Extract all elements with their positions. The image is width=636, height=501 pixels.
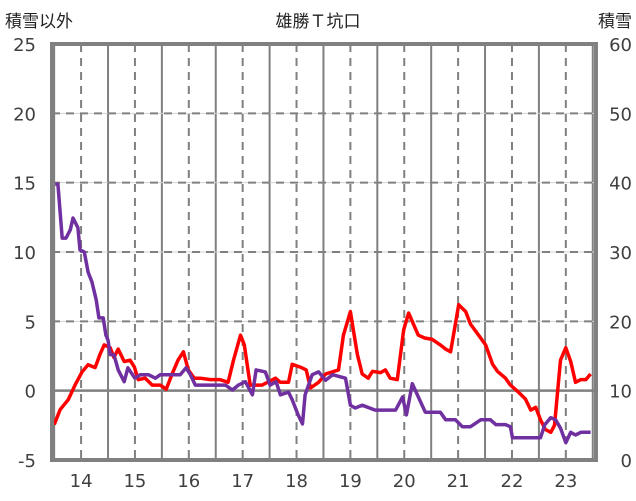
y-left-tick-label: 25 xyxy=(13,35,36,56)
tick-labels: 14 15 16 17 18 19 20 21 22 23 -5 0 5 10 15 20 25 0 10 20 30 4… xyxy=(13,35,632,492)
y-left-tick-label: 5 xyxy=(25,312,36,333)
plot-frame xyxy=(50,42,598,462)
grid xyxy=(52,44,596,460)
x-tick-label: 20 xyxy=(393,471,416,492)
x-tick-label: 21 xyxy=(447,471,470,492)
chart-title: 雄勝Ｔ坑口 xyxy=(276,12,361,32)
y-left-tick-label: 0 xyxy=(25,382,36,403)
x-tick-label: 23 xyxy=(554,471,577,492)
x-tick-label: 19 xyxy=(339,471,362,492)
y-right-tick-label: 20 xyxy=(609,312,632,333)
y-right-tick-label: 60 xyxy=(609,35,632,56)
x-tick-label: 15 xyxy=(123,471,146,492)
x-tick-label: 22 xyxy=(501,471,524,492)
y-left-tick-label: -5 xyxy=(18,451,36,472)
x-tick-label: 18 xyxy=(285,471,308,492)
y-right-tick-label: 50 xyxy=(609,104,632,125)
series-line-right xyxy=(55,182,591,445)
x-tick-label: 14 xyxy=(70,471,93,492)
y-right-tick-label: 10 xyxy=(609,382,632,403)
x-tick-label: 17 xyxy=(231,471,254,492)
y-right-tick-label: 30 xyxy=(609,243,632,264)
right-axis-title: 積雪 xyxy=(598,12,632,32)
y-left-tick-label: 20 xyxy=(13,104,36,125)
y-left-tick-label: 15 xyxy=(13,174,36,195)
x-tick-label: 16 xyxy=(177,471,200,492)
series-group xyxy=(52,182,592,445)
y-right-tick-label: 40 xyxy=(609,174,632,195)
y-left-tick-label: 10 xyxy=(13,243,36,264)
y-right-tick-label: 0 xyxy=(621,451,632,472)
left-axis-title: 積雪以外 xyxy=(5,12,73,32)
